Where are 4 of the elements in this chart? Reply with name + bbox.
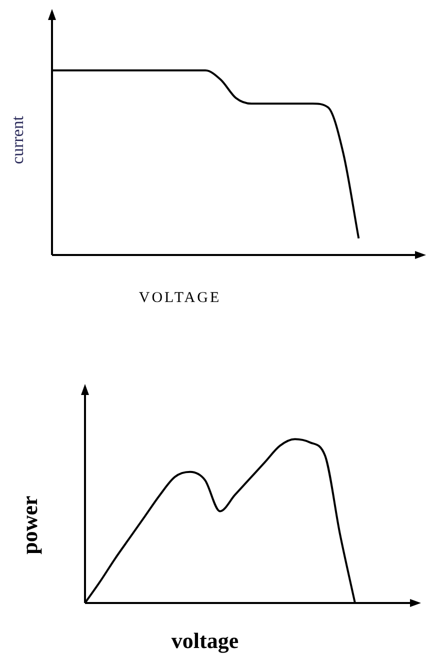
x-axis-title: voltage bbox=[170, 628, 240, 654]
x-axis-title: VOLTAGE bbox=[138, 290, 222, 307]
y-axis-title: power bbox=[17, 496, 43, 554]
y-axis-title: current bbox=[8, 116, 28, 164]
